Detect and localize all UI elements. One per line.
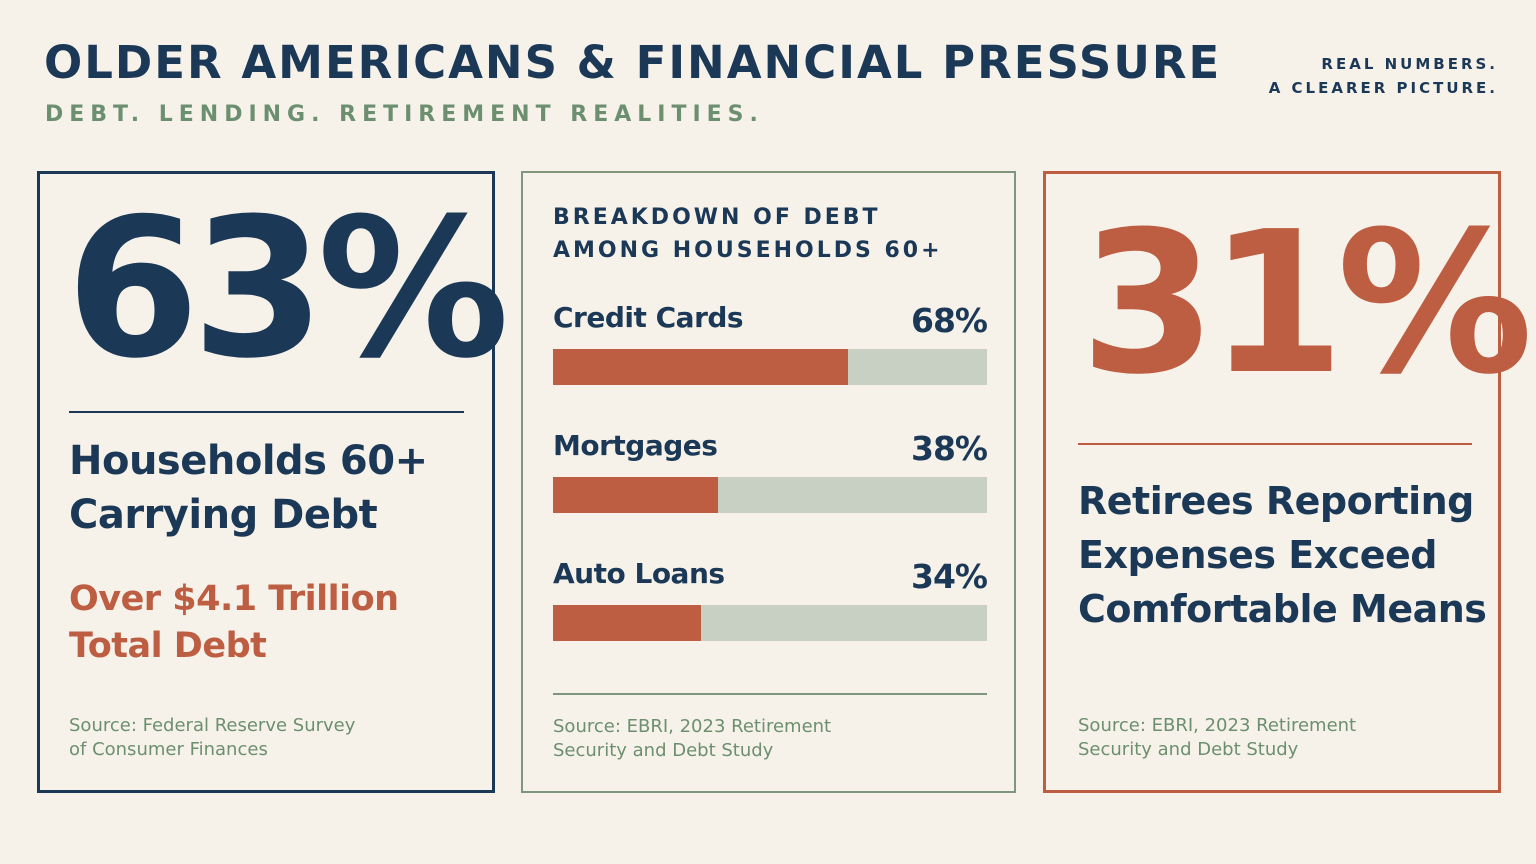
households-debt-card: 63% Households 60+ Carrying Debt Over $4…	[37, 171, 510, 793]
total-debt-callout: Over $4.1 Trillion Total Debt	[69, 579, 399, 666]
breakdown-heading: BREAKDOWN OF DEBT AMONG HOUSEHOLDS 60+	[553, 201, 943, 267]
source-note: Source: EBRI, 2023 Retirement Security a…	[553, 716, 832, 761]
breakdown-heading-line-2: AMONG HOUSEHOLDS 60+	[553, 238, 943, 263]
page-title: OLDER AMERICANS & FINANCIAL PRESSURE	[44, 36, 1222, 89]
bar-row: Auto Loans 34%	[553, 557, 988, 641]
divider	[1078, 443, 1472, 445]
bar-row: Credit Cards 68%	[553, 301, 988, 385]
bar-track	[553, 477, 987, 513]
bar-header: Auto Loans 34%	[553, 557, 988, 597]
tagline-line-2: A CLEARER PICTURE.	[1268, 79, 1498, 97]
breakdown-heading-line-1: BREAKDOWN OF DEBT	[553, 205, 881, 230]
bar-fill	[553, 349, 849, 385]
retirees-expenses-label: Retirees Reporting Expenses Exceed Comfo…	[1078, 479, 1487, 631]
bar-fill	[553, 605, 701, 641]
bar-value-label: 38%	[911, 429, 988, 468]
divider	[553, 693, 987, 695]
tagline-line-1: REAL NUMBERS.	[1321, 55, 1498, 73]
retirees-expenses-card: 31% Retirees Reporting Expenses Exceed C…	[1043, 171, 1533, 793]
page-subtitle: DEBT. LENDING. RETIREMENT REALITIES.	[45, 102, 764, 127]
source-note: Source: EBRI, 2023 Retirement Security a…	[1078, 715, 1357, 760]
bar-category-label: Credit Cards	[553, 301, 744, 334]
bar-fill	[553, 477, 718, 513]
bar-category-label: Mortgages	[553, 429, 718, 462]
bar-row: Mortgages 38%	[553, 429, 988, 513]
bar-category-label: Auto Loans	[553, 557, 725, 590]
source-note: Source: Federal Reserve Survey of Consum…	[69, 715, 356, 760]
bar-value-label: 34%	[911, 557, 988, 596]
bar-value-label: 68%	[911, 301, 988, 340]
tagline: REAL NUMBERS. A CLEARER PICTURE.	[1269, 52, 1498, 100]
households-debt-label: Households 60+ Carrying Debt	[69, 438, 428, 538]
households-debt-stat: 63%	[66, 178, 510, 401]
debt-breakdown-card: BREAKDOWN OF DEBT AMONG HOUSEHOLDS 60+ C…	[521, 171, 1016, 793]
bar-track	[553, 349, 987, 385]
bar-header: Credit Cards 68%	[553, 301, 988, 341]
retirees-expenses-stat: 31%	[1080, 190, 1533, 418]
bar-header: Mortgages 38%	[553, 429, 988, 469]
bar-track	[553, 605, 987, 641]
divider	[69, 411, 464, 413]
